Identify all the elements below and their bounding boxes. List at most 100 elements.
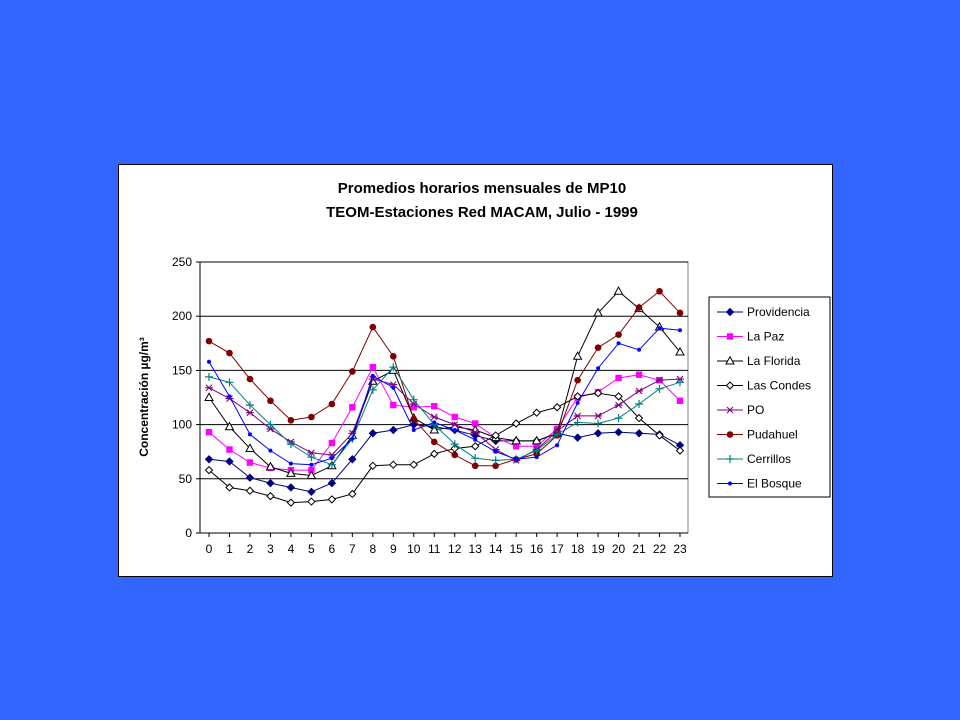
data-point [573,392,582,401]
x-tick-label: 13 [469,542,483,556]
data-point [472,420,479,427]
data-point [410,415,418,423]
data-point [593,388,603,398]
x-tick-label: 21 [632,542,646,556]
legend-item: El Bosque [717,477,802,491]
legend-label: El Bosque [747,477,802,491]
series-las-condes [204,388,685,507]
data-point [225,378,234,387]
data-point [224,421,235,431]
x-tick-label: 9 [390,542,397,556]
series-line [208,366,681,471]
data-point [286,440,295,449]
legend-item: Cerrillos [717,452,791,466]
data-point [329,456,334,461]
data-point [389,363,398,372]
y-axis-title: Concentración µg/m³ [137,337,151,457]
data-point [728,481,732,486]
data-point [349,368,356,375]
data-point [348,489,357,499]
x-tick-label: 19 [591,542,605,556]
series-line [208,378,681,461]
legend-label: La Florida [747,354,801,368]
x-tick-label: 4 [288,542,295,556]
data-point [634,413,644,423]
legend-item: La Florida [717,354,801,368]
legend-item: Las Condes [717,379,811,393]
data-point [675,446,685,455]
data-point [205,384,213,392]
data-point [471,442,480,451]
x-tick-label: 10 [407,542,421,556]
data-point [389,460,398,469]
data-point [348,455,357,464]
series-line [208,366,681,466]
legend-item: La Paz [717,330,784,344]
data-point [226,446,233,453]
data-point [634,429,644,438]
data-point [368,429,378,438]
data-point [349,404,356,411]
data-point [614,414,623,423]
data-point [471,454,480,463]
x-tick-label: 12 [448,542,462,556]
data-point [452,428,457,433]
data-point [473,437,478,442]
data-point [430,438,438,446]
data-point [511,419,521,428]
x-tick-label: 2 [247,542,254,556]
y-tick-label: 200 [172,309,192,323]
data-point [328,400,336,408]
data-point [205,372,213,381]
data-point [491,431,500,440]
data-point [391,385,396,390]
data-point [308,466,315,474]
legend-item: PO [717,403,764,417]
data-point [368,461,378,470]
legend-label: La Paz [747,330,784,344]
data-point [594,419,603,428]
legend-item: Pudahuel [717,428,798,442]
data-point [491,456,500,465]
x-tick-label: 20 [612,542,626,556]
data-point [635,304,643,311]
data-point [306,470,317,480]
data-point [593,429,603,438]
data-point [532,408,541,417]
plot-area [199,261,689,534]
data-point [573,433,582,442]
chart-title-line-1: Promedios horarios mensuales de MP10 [338,180,626,197]
legend-label: PO [747,403,764,417]
data-point [286,498,296,507]
data-point [225,457,234,466]
data-point [205,337,213,345]
chart-title-line-2: TEOM-Estaciones Red MACAM, Julio - 1999 [326,204,638,221]
data-point [266,478,275,488]
data-point [409,460,418,469]
data-point [511,435,522,445]
series-pudahuel [205,287,684,470]
data-point [725,381,735,390]
x-tick-label: 22 [653,542,667,556]
x-tick-label: 17 [550,542,564,556]
data-point [389,425,398,435]
y-tick-label: 150 [172,363,192,377]
data-point [676,378,684,387]
x-tick-label: 8 [369,542,376,556]
data-point [552,403,562,412]
data-point [596,366,601,371]
data-point [207,359,211,364]
data-point [370,373,375,378]
data-point [307,453,316,462]
legend-label: Providencia [747,305,810,319]
data-point [369,363,377,371]
x-tick-label: 5 [308,542,315,556]
y-tick-label: 50 [179,472,193,486]
y-tick-label: 100 [172,418,192,432]
x-tick-label: 0 [206,542,213,556]
data-point [615,374,622,382]
data-point [450,421,459,428]
line-chart: Promedios horarios mensuales de MP10 TEO… [137,180,831,556]
data-point [613,286,624,295]
data-point [390,353,397,360]
